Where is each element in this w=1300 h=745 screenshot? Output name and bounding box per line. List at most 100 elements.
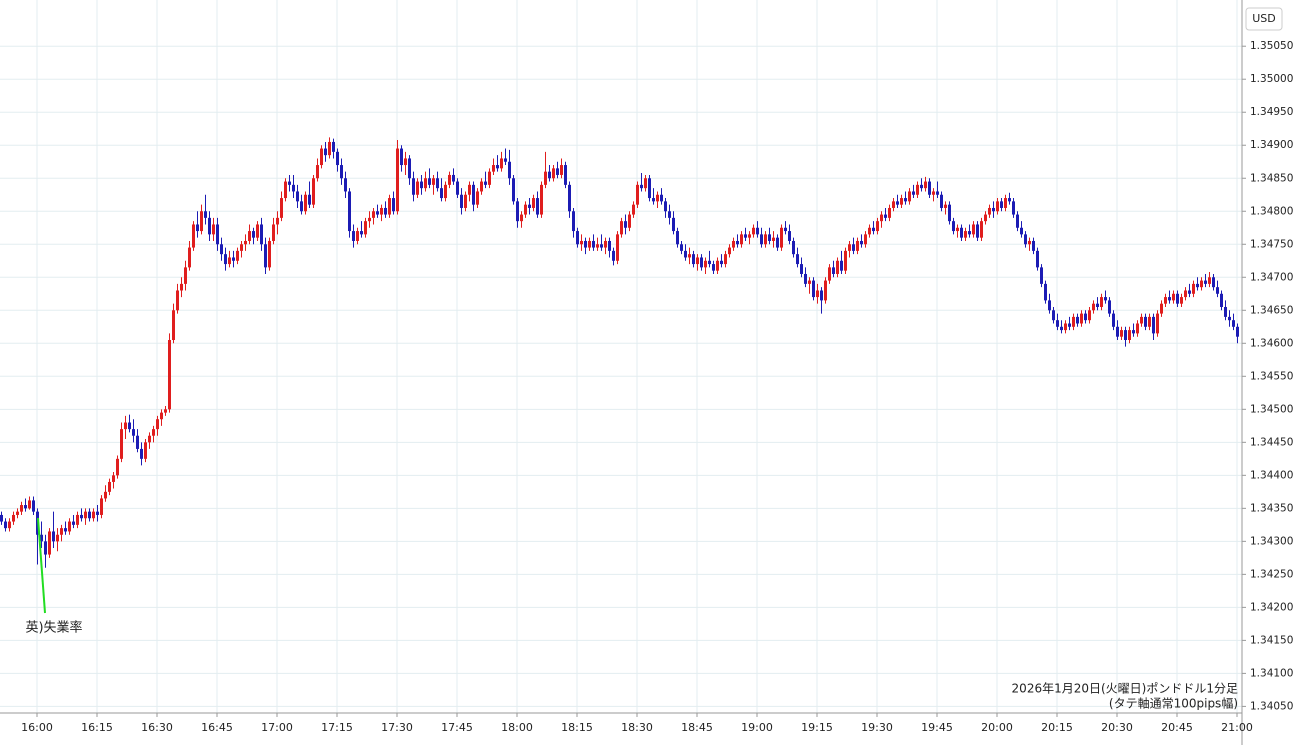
candle-body	[664, 201, 667, 212]
annotation: 英)失業率	[25, 620, 82, 636]
candle-body	[764, 234, 767, 245]
candle-body	[28, 500, 31, 509]
candle-body	[352, 231, 355, 241]
candle-body	[772, 237, 775, 241]
candle-body	[872, 227, 875, 232]
candle-body	[832, 267, 835, 274]
candle-body	[320, 148, 323, 166]
candle-body	[444, 184, 447, 199]
candle-body	[600, 244, 603, 248]
candle-body	[168, 339, 171, 410]
candle-body	[536, 198, 539, 215]
x-tick-label: 17:00	[261, 721, 293, 734]
candle-body	[908, 191, 911, 202]
candle-body	[1128, 330, 1131, 340]
candle-body	[980, 221, 983, 238]
candle-body	[440, 188, 443, 199]
candle-body	[384, 207, 387, 215]
candle-body	[932, 191, 935, 195]
candle-body	[812, 280, 815, 298]
candle-body	[392, 198, 395, 212]
candle-body	[12, 514, 15, 522]
candle-body	[1116, 326, 1119, 337]
candle-body	[584, 240, 587, 248]
y-tick-label: 1.34500	[1250, 403, 1293, 415]
x-tick-label: 17:15	[321, 721, 353, 734]
x-tick-label: 19:00	[741, 721, 773, 734]
candle-body	[456, 181, 459, 195]
candle-body	[96, 511, 99, 515]
candle-body	[488, 171, 491, 185]
candle-body	[728, 247, 731, 255]
candle-body	[188, 247, 191, 268]
x-tick-label: 19:15	[801, 721, 833, 734]
candle-body	[1196, 283, 1199, 288]
candle-body	[1060, 326, 1063, 331]
candle-body	[324, 148, 327, 156]
candle-body	[528, 204, 531, 208]
candle-body	[848, 244, 851, 251]
candle-body	[104, 491, 107, 499]
candle-body	[1216, 287, 1219, 294]
candle-body	[428, 178, 431, 185]
candle-body	[568, 184, 571, 212]
candle-body	[712, 264, 715, 271]
candle-body	[928, 181, 931, 195]
candle-body	[140, 448, 143, 459]
candle-body	[1200, 280, 1203, 288]
candle-body	[732, 240, 735, 248]
candle-body	[356, 231, 359, 241]
candle-body	[716, 260, 719, 271]
candle-body	[560, 165, 563, 175]
candle-body	[644, 178, 647, 189]
candle-body	[404, 158, 407, 166]
candle-body	[656, 194, 659, 202]
candle-body	[1228, 316, 1231, 321]
candle-body	[988, 207, 991, 215]
candle-body	[432, 178, 435, 185]
candle-body	[844, 250, 847, 271]
candle-body	[492, 165, 495, 172]
candle-body	[152, 429, 155, 436]
candle-body	[260, 224, 263, 245]
candle-body	[116, 458, 119, 476]
candle-body	[696, 257, 699, 265]
candle-body	[592, 240, 595, 248]
candle-body	[576, 231, 579, 245]
candle-body	[836, 260, 839, 274]
currency-label: USD	[1252, 12, 1276, 25]
candle-body	[24, 505, 27, 509]
candle-body	[760, 234, 763, 245]
candle-body	[668, 211, 671, 218]
candle-body	[1036, 250, 1039, 268]
y-tick-label: 1.34800	[1250, 205, 1293, 217]
candle-body	[340, 165, 343, 179]
candle-body	[924, 181, 927, 189]
candle-body	[984, 214, 987, 222]
y-tick-label: 1.34250	[1250, 568, 1293, 580]
candle-body	[368, 217, 371, 222]
candle-body	[84, 511, 87, 519]
candle-body	[16, 511, 19, 515]
x-tick-label: 18:15	[561, 721, 593, 734]
candle-body	[768, 234, 771, 241]
candle-body	[828, 267, 831, 281]
candle-body	[692, 254, 695, 265]
candle-body	[88, 511, 91, 519]
candle-body	[616, 234, 619, 261]
candle-body	[60, 528, 63, 535]
candle-body	[1028, 240, 1031, 245]
candle-body	[68, 521, 71, 532]
candle-body	[724, 254, 727, 265]
candle-body	[308, 194, 311, 205]
candle-body	[680, 244, 683, 251]
candle-body	[44, 541, 47, 555]
candle-body	[1064, 323, 1067, 331]
candle-body	[684, 250, 687, 258]
candle-body	[1032, 240, 1035, 251]
x-tick-label: 20:30	[1101, 721, 1133, 734]
candle-body	[484, 181, 487, 185]
y-tick-label: 1.34900	[1250, 139, 1293, 151]
y-tick-label: 1.34150	[1250, 634, 1293, 646]
candle-body	[256, 224, 259, 238]
